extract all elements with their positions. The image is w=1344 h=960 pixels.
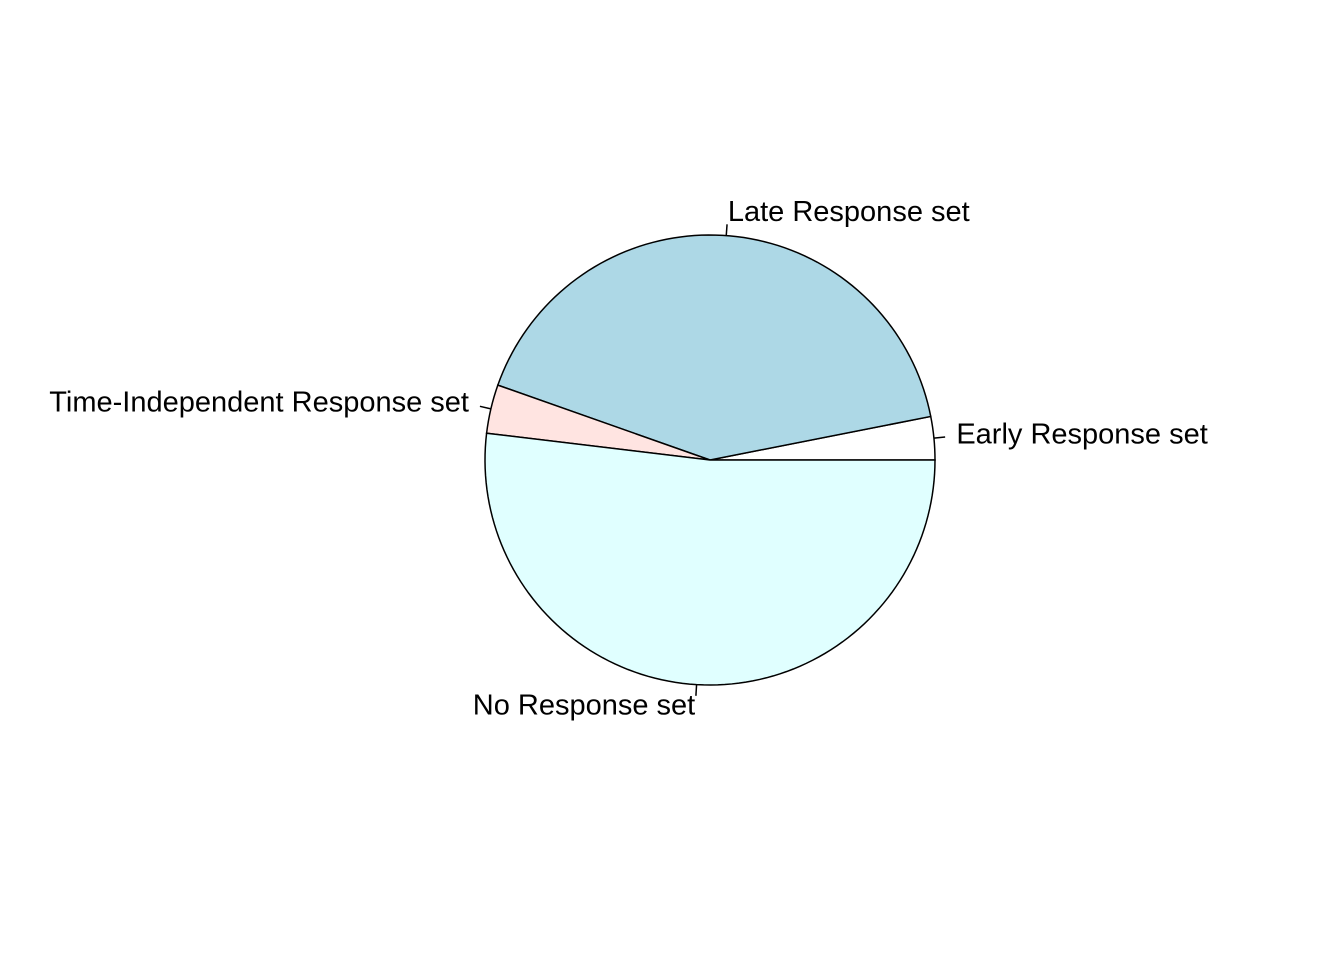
- label-tick-no-response-set: [695, 684, 698, 696]
- label-ticks-layer: [479, 224, 946, 696]
- pie-slice-no-response-set: [484, 432, 936, 686]
- pie-label-no-response-set: No Response set: [473, 690, 695, 722]
- label-tick-time-independent-response-set: [479, 405, 492, 410]
- labels-layer: Early Response set Late Response set Time-…: [49, 196, 1208, 722]
- pie-slice-late-response-set: [496, 234, 932, 461]
- label-tick-late-response-set: [725, 224, 728, 236]
- pie-label-early-response-set: Early Response set: [956, 419, 1207, 451]
- label-tick-early-response-set: [933, 436, 946, 439]
- pie-label-time-independent-response-set: Time-Independent Response set: [49, 386, 469, 418]
- pie-label-late-response-set: Late Response set: [728, 196, 970, 228]
- slices-layer: [484, 234, 936, 686]
